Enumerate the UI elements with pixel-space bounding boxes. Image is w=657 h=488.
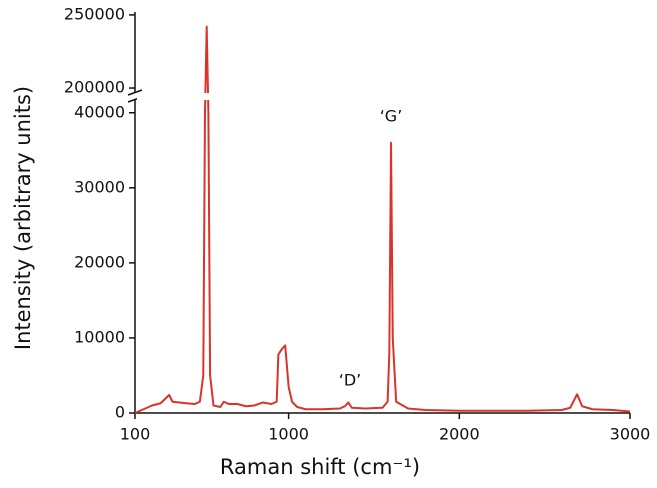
x-tick-label: 1000 xyxy=(268,425,309,444)
x-tick-label: 3000 xyxy=(610,425,651,444)
y-tick-label: 200000 xyxy=(64,78,125,97)
axis-gap xyxy=(137,93,632,100)
spectrum-line xyxy=(134,25,631,414)
x-axis-label: Raman shift (cm⁻¹) xyxy=(220,455,420,479)
annotation: ‘D’ xyxy=(339,371,362,390)
y-tick-label: 250000 xyxy=(64,4,125,23)
y-tick-label: 30000 xyxy=(74,177,125,196)
x-tick-label: 2000 xyxy=(439,425,480,444)
y-tick-label: 20000 xyxy=(74,252,125,271)
y-tick-label: 0 xyxy=(115,403,125,422)
y-tick-label: 40000 xyxy=(74,102,125,121)
annotation: ‘G’ xyxy=(380,107,403,126)
y-axis-label: Intensity (arbitrary units) xyxy=(11,86,35,350)
x-tick-label: 100 xyxy=(120,425,151,444)
y-tick-label: 10000 xyxy=(74,327,125,346)
